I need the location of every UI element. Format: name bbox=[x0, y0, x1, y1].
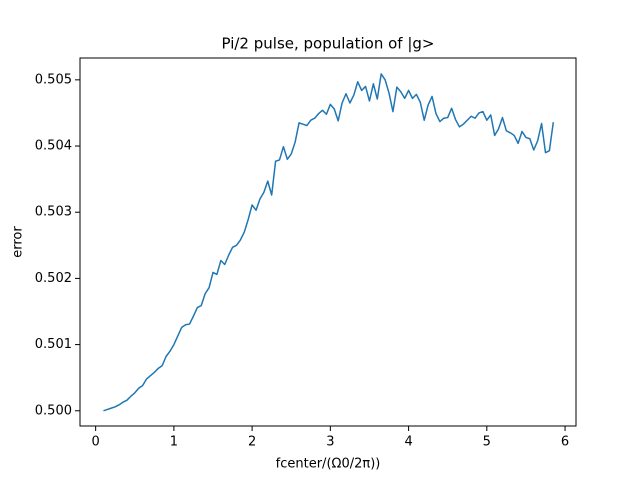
x-tick-label: 1 bbox=[170, 435, 178, 450]
y-tick-label: 0.501 bbox=[35, 337, 72, 352]
y-axis-label: error bbox=[11, 226, 26, 258]
x-tick-label: 0 bbox=[92, 435, 100, 450]
x-tick-label: 6 bbox=[561, 435, 569, 450]
x-tick-label: 4 bbox=[404, 435, 412, 450]
x-tick-label: 5 bbox=[483, 435, 491, 450]
y-tick-label: 0.503 bbox=[35, 205, 72, 220]
y-tick-label: 0.504 bbox=[35, 139, 72, 154]
chart-title: Pi/2 pulse, population of |g> bbox=[222, 35, 435, 53]
x-tick-label: 3 bbox=[326, 435, 334, 450]
x-axis-label: fcenter/(Ω0/2π)) bbox=[276, 457, 381, 472]
data-line bbox=[103, 73, 555, 412]
y-tick-label: 0.505 bbox=[35, 72, 72, 87]
x-tick-label: 2 bbox=[248, 435, 256, 450]
y-tick-label: 0.500 bbox=[35, 403, 72, 418]
plot-frame bbox=[79, 57, 577, 427]
y-tick-label: 0.502 bbox=[35, 271, 72, 286]
